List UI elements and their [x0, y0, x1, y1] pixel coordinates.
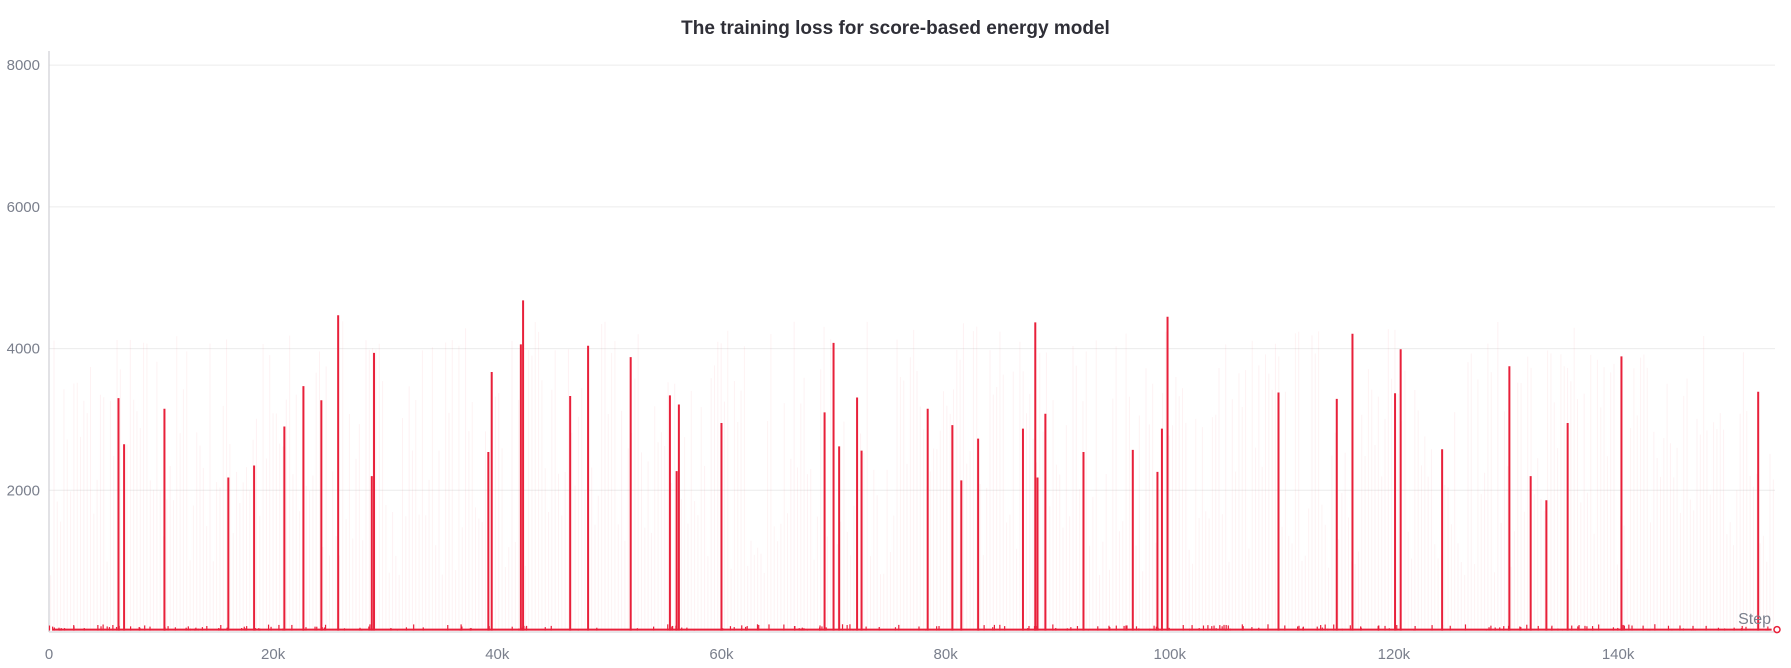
y-tick-label: 8000: [7, 57, 40, 74]
y-tick-label: 2000: [7, 482, 40, 499]
x-tick-label: 20k: [261, 646, 286, 663]
y-tick-label: 6000: [7, 199, 40, 216]
x-tick-label: 40k: [485, 646, 510, 663]
x-tick-label: 120k: [1378, 646, 1411, 663]
x-tick-label: 0: [45, 646, 53, 663]
grid-lines: [49, 64, 1775, 491]
x-axis-label: Step: [1738, 611, 1771, 628]
tick-labels: 2000 4000 6000 8000 0 20k 40k 60k 80k 100k 120k 140…: [7, 57, 1771, 663]
chart-title: The training loss for score-based energy…: [681, 18, 1110, 39]
x-tick-label: 80k: [934, 646, 959, 663]
series-end-marker: [1773, 625, 1781, 634]
axes: [48, 51, 1775, 633]
y-tick-label: 4000: [7, 341, 40, 358]
x-tick-label: 140k: [1602, 646, 1635, 663]
x-tick-label: 100k: [1154, 646, 1187, 663]
loss-noise-band: [50, 321, 1774, 631]
x-tick-label: 60k: [709, 646, 734, 663]
loss-spikes: [48, 300, 1781, 634]
